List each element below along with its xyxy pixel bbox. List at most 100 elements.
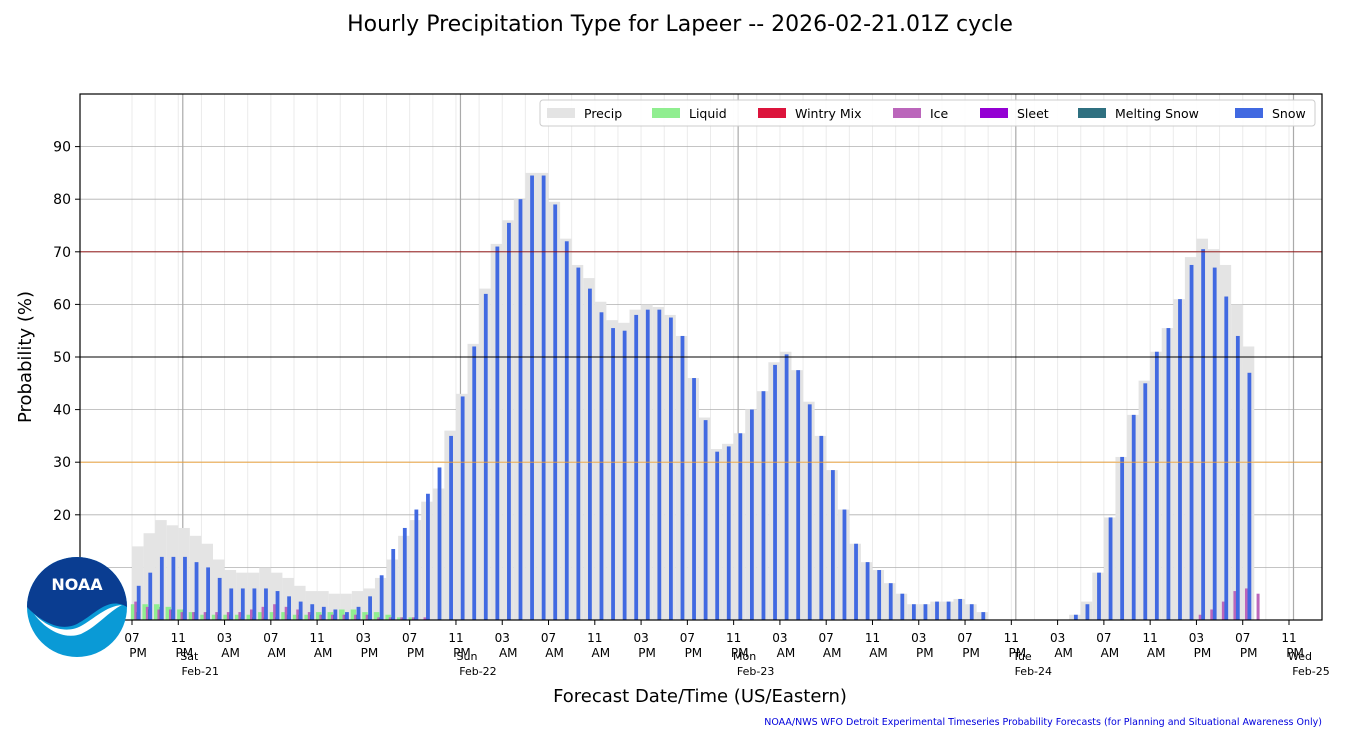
liquid-bar <box>258 612 264 620</box>
ice-bar <box>203 612 207 620</box>
legend-box <box>539 99 1316 127</box>
snow-bar <box>368 596 372 620</box>
snow-bar <box>379 575 384 620</box>
x-tick-label-ampm: PM <box>638 646 656 660</box>
snow-bar <box>553 204 558 620</box>
precip-bar <box>328 593 341 620</box>
legend-entry: Snow <box>1272 106 1306 121</box>
snow-bar <box>576 267 581 620</box>
y-tick-label: 40 <box>53 403 71 419</box>
snow-bar <box>588 288 592 620</box>
x-tick-label-ampm: PM <box>1240 646 1258 660</box>
snow-bar <box>726 446 731 620</box>
snow-bar <box>437 467 442 620</box>
snow-bar <box>483 293 488 620</box>
liquid-bar <box>211 614 218 620</box>
legend-swatch <box>758 108 786 118</box>
x-tick-label: 03 <box>217 631 232 645</box>
x-tick-label-ampm: AM <box>1101 646 1120 660</box>
legend-entry: Wintry Mix <box>795 106 862 121</box>
ice-bar <box>388 617 392 620</box>
x-tick-label-ampm: PM <box>1194 646 1212 660</box>
x-tick-label: 07 <box>957 631 972 645</box>
ice-bar <box>134 601 138 620</box>
snow-bar <box>217 577 222 620</box>
credit-footer: NOAA/NWS WFO Detroit Experimental Timese… <box>764 717 1322 728</box>
x-tick-label-ampm: PM <box>685 646 703 660</box>
snow-bar <box>1108 517 1113 620</box>
axis-layer: 203040506070809007PM11PMSatFeb-2103AM07A… <box>53 140 1330 678</box>
liquid-bar <box>200 614 206 620</box>
snow-bar <box>518 199 523 620</box>
snow-bar <box>1143 383 1148 620</box>
precip-bar <box>132 546 144 620</box>
legend-entry: Ice <box>930 106 949 121</box>
liquid-bar <box>153 604 160 620</box>
x-tick-label: 03 <box>911 631 926 645</box>
snow-bar <box>345 612 349 620</box>
snow-bar <box>530 175 534 620</box>
x-tick-label-ampm: AM <box>314 646 333 660</box>
snow-bar <box>1166 328 1171 620</box>
snow-bar <box>148 572 153 620</box>
snow-bar <box>495 246 500 621</box>
x-tick-label-ampm: PM <box>175 646 193 660</box>
snow-bar <box>1131 414 1136 620</box>
snow-bar <box>159 556 164 620</box>
ice-bar <box>145 606 149 620</box>
x-tick-label: 03 <box>1189 631 1204 645</box>
y-tick-label: 70 <box>53 245 71 261</box>
x-tick-label: 03 <box>772 631 787 645</box>
reference-lines <box>80 251 1322 463</box>
snow-bar <box>842 509 847 620</box>
y-axis-label: Probability (%) <box>15 291 36 423</box>
x-tick-label: 11 <box>171 631 186 645</box>
legend: Precip Liquid Wintry Mix Ice Sleet Melting Sn… <box>539 99 1316 127</box>
ice-bar <box>215 612 219 620</box>
snow-bar <box>865 562 870 620</box>
snow-bar <box>1189 264 1194 620</box>
ice-bar <box>192 612 196 620</box>
ice-bar <box>400 617 404 620</box>
x-tick-label-ampm: AM <box>592 646 611 660</box>
x-date-label: Feb-25 <box>1292 665 1329 678</box>
liquid-bar <box>165 606 172 620</box>
snow-bar <box>1073 614 1078 620</box>
legend-swatch <box>652 108 680 118</box>
snow-bar <box>680 335 685 620</box>
snow-bar <box>229 588 234 620</box>
snow-bar <box>946 601 951 620</box>
precip-bar <box>340 593 352 620</box>
snow-bar <box>183 556 187 620</box>
ice-bar <box>1198 614 1202 620</box>
snow-bar <box>911 604 916 620</box>
ice-bar <box>157 609 161 620</box>
snow-bar <box>264 588 268 620</box>
liquid-bar <box>362 612 368 620</box>
x-day-label: Tue <box>1012 650 1032 663</box>
y-tick-label: 20 <box>53 508 71 524</box>
liquid-bar <box>142 604 148 620</box>
y-tick-label: 60 <box>53 297 71 313</box>
x-tick-label-ampm: PM <box>731 646 749 660</box>
snow-bar <box>1212 267 1217 620</box>
snow-bar <box>1120 456 1125 620</box>
x-tick-label: 11 <box>1281 631 1296 645</box>
snow-bar <box>981 612 986 620</box>
liquid-bar <box>315 612 322 620</box>
snow-bar <box>958 598 963 620</box>
ice-bar <box>249 609 253 620</box>
ice-bar <box>307 612 311 620</box>
x-date-label: Feb-22 <box>459 665 496 678</box>
snow-bar <box>1247 372 1252 620</box>
x-axis-label: Forecast Date/Time (US/Eastern) <box>553 686 847 707</box>
bars-layer <box>130 172 1260 621</box>
ice-bar <box>284 606 288 620</box>
snow-bar <box>669 317 673 620</box>
x-day-label: Wed <box>1288 650 1312 663</box>
ice-bar <box>423 617 427 620</box>
snow-bar <box>1201 249 1206 621</box>
liquid-bar <box>373 612 380 620</box>
legend-swatch <box>547 108 575 118</box>
x-tick-label: 07 <box>680 631 695 645</box>
